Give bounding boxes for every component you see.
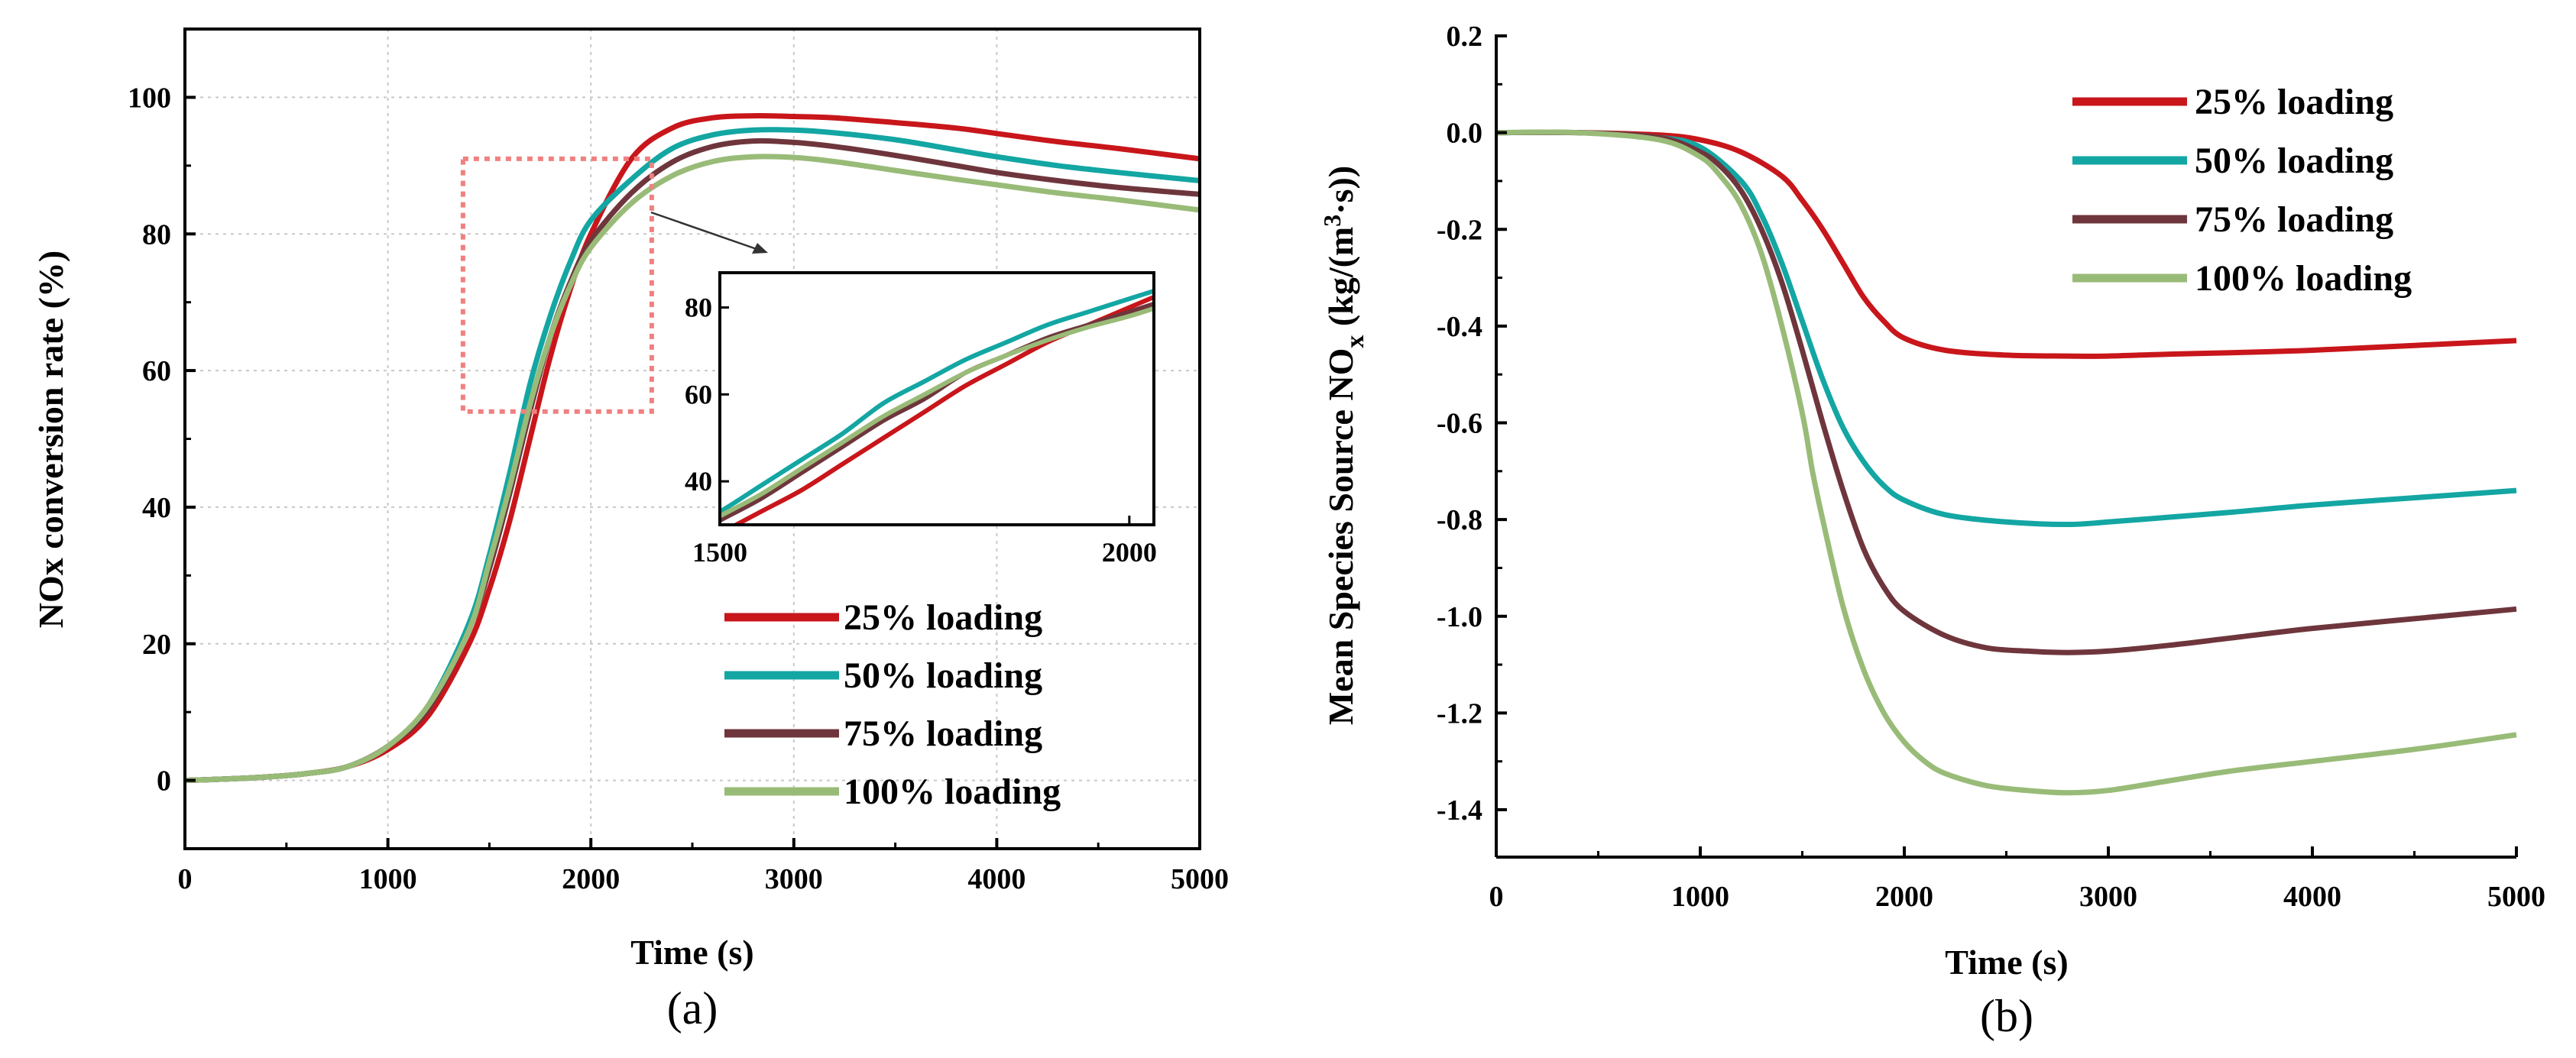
inset-ticks: 1500 2000 40 60 80 xyxy=(685,293,1157,568)
ylabel-superscript: 3 xyxy=(1318,215,1346,227)
panel-b-label: (b) xyxy=(1980,991,2033,1041)
panel-a-lines xyxy=(184,113,1201,784)
y-tick-label: 40 xyxy=(142,492,171,524)
panel-b-lines xyxy=(1495,129,2517,796)
panel-a-legend-label: 25% loading xyxy=(844,597,1042,638)
zoom-arrow-head xyxy=(752,243,768,254)
panel-b-ticks: 0 1000 2000 3000 4000 5000 0.2 0.0 -0.2 -0.4 -0.6 -… xyxy=(1437,21,2545,913)
x-tick-label: 1000 xyxy=(359,863,417,895)
panel-a-ticks: 0 1000 2000 3000 4000 5000 0 20 40 60 80 100 xyxy=(128,28,1229,895)
inset-y-tick-label: 40 xyxy=(685,466,712,497)
x-tick-label: 4000 xyxy=(2283,881,2341,913)
x-tick-label: 5000 xyxy=(2487,881,2545,913)
panel-b-legend-label: 75% loading xyxy=(2195,199,2393,240)
inset-lines xyxy=(720,288,1154,525)
panel-b-series-line xyxy=(1495,129,2517,359)
panel-a: 0 1000 2000 3000 4000 5000 0 20 40 60 80 100 1500 20… xyxy=(31,28,1229,1034)
panel-b-series-line xyxy=(1495,129,2517,527)
x-tick-label: 1000 xyxy=(1671,881,1729,913)
x-tick-label: 3000 xyxy=(2079,881,2137,913)
inset-y-tick-label: 80 xyxy=(685,293,712,323)
y-tick-label: 20 xyxy=(142,629,171,661)
y-tick-label: 100 xyxy=(128,82,171,114)
panel-b-y-axis-title: Mean Species Source NOx (kg/(m3·s)) xyxy=(1318,166,1369,725)
x-tick-label: 5000 xyxy=(1171,863,1229,895)
panel-b-legend-label: 50% loading xyxy=(2195,141,2393,181)
y-tick-label: 0 xyxy=(157,765,171,798)
y-tick-label: -0.2 xyxy=(1437,214,1482,246)
x-tick-label: 2000 xyxy=(562,863,620,895)
y-tick-label: -1.0 xyxy=(1437,601,1482,633)
panel-a-legend-label: 50% loading xyxy=(844,655,1042,696)
y-tick-label: -0.4 xyxy=(1437,311,1482,343)
inset-frame xyxy=(718,271,1155,526)
y-tick-label: 0.2 xyxy=(1447,21,1483,53)
panel-b-series-line xyxy=(1495,129,2517,655)
panel-a-legend-label: 75% loading xyxy=(844,713,1042,754)
zoom-region-box xyxy=(460,156,654,414)
panel-b-series-line xyxy=(1495,129,2517,796)
panel-a-legend: 25% loading 50% loading 75% loading 100% lo… xyxy=(724,597,1061,812)
x-tick-label: 2000 xyxy=(1875,881,1933,913)
panel-a-legend-label: 100% loading xyxy=(844,772,1061,812)
ylabel-unit-open: (kg/(m xyxy=(1321,227,1360,335)
ylabel-unit-close: ·s)) xyxy=(1321,166,1360,215)
ylabel-subscript: x xyxy=(1341,335,1369,348)
x-tick-label: 3000 xyxy=(765,863,823,895)
panel-a-label: (a) xyxy=(667,983,718,1034)
panel-b-x-axis-title: Time (s) xyxy=(1945,943,2068,982)
zoom-arrow-line xyxy=(650,211,757,251)
panel-a-grid xyxy=(185,29,1200,849)
panel-a-x-axis-title: Time (s) xyxy=(630,933,753,972)
y-tick-label: -0.6 xyxy=(1437,408,1482,440)
panel-b: 0 1000 2000 3000 4000 5000 0.2 0.0 -0.2 -0.4 -0.6 -… xyxy=(1318,21,2545,1041)
inset-series-line xyxy=(720,306,1154,519)
y-tick-label: -1.4 xyxy=(1437,794,1482,827)
y-tick-label: 80 xyxy=(142,218,171,251)
y-tick-label: 60 xyxy=(142,355,171,387)
y-tick-label: -1.2 xyxy=(1437,697,1482,730)
x-tick-label: 0 xyxy=(1489,881,1504,913)
inset-x-tick-label: 2000 xyxy=(1102,537,1157,568)
panel-b-legend-label: 100% loading xyxy=(2195,258,2412,299)
y-tick-label: 0.0 xyxy=(1447,118,1483,150)
panel-a-series-line xyxy=(184,154,1201,784)
panel-a-y-axis-title: NOx conversion rate (%) xyxy=(31,251,70,628)
inset-x-tick-label: 1500 xyxy=(692,537,747,568)
x-tick-label: 0 xyxy=(178,863,193,895)
inset-y-tick-label: 60 xyxy=(685,379,712,409)
ylabel-main: Mean Species Source NO xyxy=(1321,348,1360,726)
panel-b-legend: 25% loading 50% loading 75% loading 100% lo… xyxy=(2072,82,2412,299)
panel-b-legend-label: 25% loading xyxy=(2195,82,2393,122)
x-tick-label: 4000 xyxy=(967,863,1026,895)
y-tick-label: -0.8 xyxy=(1437,504,1482,536)
inset-series-line xyxy=(720,288,1154,515)
inset-chart: 1500 2000 40 60 80 xyxy=(685,271,1157,568)
